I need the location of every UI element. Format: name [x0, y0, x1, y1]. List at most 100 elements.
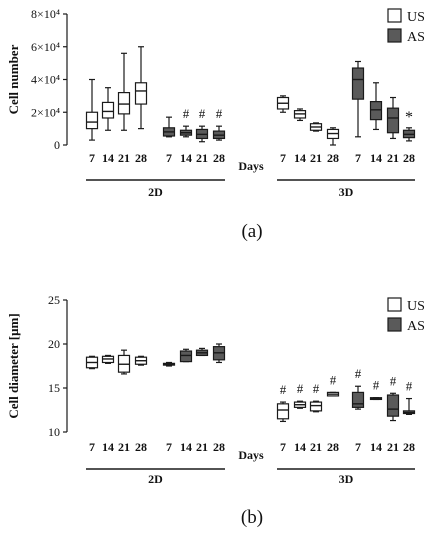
- panel-b: 10 15 20 25 Cell diameter [μm] 7 14 21 28 7 14 21 28…: [6, 293, 425, 528]
- box-2D-AS-day14: [179, 348, 193, 363]
- day-tick-label: 28: [403, 151, 415, 165]
- box-2D-US-day7: [85, 355, 99, 370]
- box-3D-AS-day21: #: [386, 373, 400, 422]
- y-tick-label: 6×10⁴: [31, 40, 60, 54]
- box-2D-AS-day28: [212, 343, 226, 364]
- day-tick-label: 28: [213, 151, 225, 165]
- box-2D-US-day7: [85, 78, 99, 141]
- group-label: 2D: [148, 185, 163, 199]
- day-tick-label: 14: [294, 151, 306, 165]
- box-iqr: [351, 391, 365, 408]
- day-tick-label: 21: [310, 151, 322, 165]
- box-3D-AS-day7: #: [351, 366, 365, 410]
- day-tick-label: 28: [135, 151, 147, 165]
- group-label: 2D: [148, 472, 163, 486]
- day-tick-label: 21: [387, 151, 399, 165]
- day-tick-label: 14: [102, 440, 114, 454]
- x-axis-days-label: Days: [238, 159, 264, 173]
- y-tick-label: 15: [48, 381, 60, 395]
- box-iqr: [369, 101, 383, 121]
- day-tick-label: 28: [327, 440, 339, 454]
- panel-label: (a): [241, 221, 262, 242]
- day-tick-label: 7: [355, 151, 361, 165]
- box-3D-AS-day28: #: [402, 379, 416, 415]
- box-3D-AS-day14: #: [369, 378, 383, 401]
- x-axis-days-label: Days: [238, 448, 264, 462]
- legend: US AS: [387, 297, 425, 334]
- box-3D-US-day14: #: [293, 381, 307, 409]
- legend-label-US: US: [407, 10, 425, 25]
- day-tick-label: 14: [294, 440, 306, 454]
- significance-mark: #: [406, 379, 413, 394]
- box-2D-AS-day14: #: [179, 106, 193, 138]
- legend-label-AS: AS: [407, 30, 425, 45]
- box-2D-AS-day7: [162, 116, 176, 138]
- box-2D-AS-day7: [162, 361, 176, 367]
- legend-swatch-US: [387, 297, 402, 312]
- box-iqr: [179, 350, 193, 363]
- y-tick-label: 25: [48, 293, 60, 307]
- day-tick-label: 7: [166, 151, 172, 165]
- box-3D-AS-day14: [369, 82, 383, 131]
- box-3D-AS-day7: [351, 60, 365, 138]
- day-tick-label: 21: [387, 440, 399, 454]
- box-iqr: [117, 91, 131, 115]
- day-tick-label: 21: [310, 440, 322, 454]
- day-tick-label: 21: [196, 440, 208, 454]
- box-3D-US-day28: [326, 127, 340, 146]
- box-3D-US-day28: #: [326, 372, 340, 397]
- day-tick-label: 14: [180, 151, 192, 165]
- day-tick-label: 28: [213, 440, 225, 454]
- day-tick-label: 28: [403, 440, 415, 454]
- significance-mark: *: [405, 109, 413, 126]
- box-3D-US-day14: [293, 108, 307, 122]
- legend-label-AS: AS: [407, 319, 425, 334]
- day-tick-label: 7: [280, 151, 286, 165]
- y-tick-label: 4×10⁴: [31, 73, 60, 87]
- significance-mark: #: [199, 106, 206, 121]
- day-tick-label: 14: [102, 151, 114, 165]
- y-tick-label: 0: [54, 138, 60, 152]
- box-2D-AS-day21: #: [195, 106, 209, 143]
- significance-mark: #: [216, 106, 223, 121]
- box-iqr: [309, 401, 323, 412]
- day-tick-label: 28: [327, 151, 339, 165]
- box-2D-US-day21: [117, 349, 131, 375]
- box-iqr: [386, 107, 400, 134]
- box-2D-US-day21: [117, 52, 131, 131]
- day-tick-label: 14: [370, 151, 382, 165]
- day-tick-label: 7: [166, 440, 172, 454]
- day-tick-label: 7: [89, 151, 95, 165]
- day-tick-label: 28: [135, 440, 147, 454]
- panel-a: 0 2×10⁴ 4×10⁴ 6×10⁴ 8×10⁴ Cell number 7 14 21 28 7…: [6, 7, 425, 242]
- box-2D-US-day14: [101, 87, 115, 131]
- day-tick-label: 7: [280, 440, 286, 454]
- box-3D-AS-day28: *: [402, 109, 416, 142]
- day-tick-label: 7: [355, 440, 361, 454]
- box-2D-US-day28: [134, 355, 148, 366]
- day-tick-label: 21: [118, 151, 130, 165]
- y-tick-label: 20: [48, 337, 60, 351]
- box-2D-US-day14: [101, 354, 115, 364]
- legend-swatch-US: [387, 8, 402, 23]
- significance-mark: #: [280, 382, 287, 397]
- significance-mark: #: [330, 372, 337, 387]
- y-tick-label: 2×10⁴: [31, 105, 60, 119]
- significance-mark: #: [373, 378, 380, 393]
- group-label: 3D: [339, 185, 354, 199]
- day-tick-label: 14: [180, 440, 192, 454]
- day-tick-label: 21: [118, 440, 130, 454]
- legend: US AS: [387, 8, 425, 45]
- box-3D-US-day21: #: [309, 381, 323, 413]
- box-2D-AS-day28: #: [212, 106, 226, 141]
- significance-mark: #: [183, 106, 190, 121]
- box-3D-AS-day21: [386, 96, 400, 140]
- day-tick-label: 21: [196, 151, 208, 165]
- legend-label-US: US: [407, 299, 425, 314]
- box-iqr: [276, 403, 290, 420]
- significance-mark: #: [390, 373, 397, 388]
- box-3D-US-day7: #: [276, 382, 290, 423]
- group-label: 3D: [339, 472, 354, 486]
- box-2D-AS-day21: [195, 347, 209, 357]
- day-tick-label: 7: [89, 440, 95, 454]
